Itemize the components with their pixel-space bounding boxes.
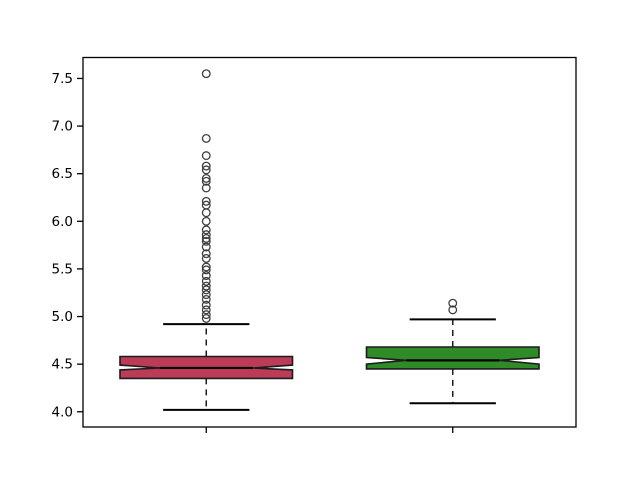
notched-box bbox=[365, 346, 540, 370]
flier-point bbox=[201, 173, 211, 183]
flier-point bbox=[201, 300, 211, 310]
flier-point bbox=[201, 249, 211, 259]
flier-point bbox=[201, 151, 211, 161]
flier-point bbox=[201, 313, 211, 323]
y-tick-label: 4.0 bbox=[52, 404, 73, 420]
flier-point bbox=[201, 176, 211, 186]
flier-point bbox=[201, 225, 211, 235]
flier-point bbox=[201, 233, 211, 243]
y-tick-label: 6.0 bbox=[52, 214, 73, 230]
y-tick-label: 5.0 bbox=[52, 309, 73, 325]
flier-point bbox=[201, 230, 211, 240]
flier-point bbox=[201, 165, 211, 175]
flier-point bbox=[201, 183, 211, 193]
y-tick-label: 5.5 bbox=[52, 261, 73, 277]
flier-point bbox=[201, 281, 211, 291]
flier-point bbox=[201, 216, 211, 226]
y-tick-label: 7.0 bbox=[52, 119, 73, 135]
flier-point bbox=[201, 265, 211, 275]
flier-point bbox=[201, 133, 211, 143]
flier-point bbox=[201, 271, 211, 281]
flier-point bbox=[201, 294, 211, 304]
flier-point bbox=[201, 236, 211, 246]
flier-point bbox=[201, 200, 211, 210]
y-tick-label: 7.5 bbox=[52, 71, 73, 87]
box-group-1 bbox=[119, 69, 294, 411]
flier-point bbox=[201, 305, 211, 315]
y-tick-label: 6.5 bbox=[52, 166, 73, 182]
y-tick-label: 4.5 bbox=[52, 357, 73, 373]
box-group-2 bbox=[365, 298, 540, 405]
flier-point bbox=[201, 69, 211, 79]
flier-point bbox=[201, 310, 211, 320]
flier-point bbox=[201, 285, 211, 295]
flier-point bbox=[448, 305, 458, 315]
flier-point bbox=[201, 276, 211, 286]
flier-point bbox=[201, 242, 211, 252]
flier-point bbox=[201, 196, 211, 206]
flier-point bbox=[201, 262, 211, 272]
flier-point bbox=[201, 161, 211, 171]
flier-point bbox=[201, 253, 211, 263]
flier-point bbox=[448, 298, 458, 308]
flier-point bbox=[201, 290, 211, 300]
